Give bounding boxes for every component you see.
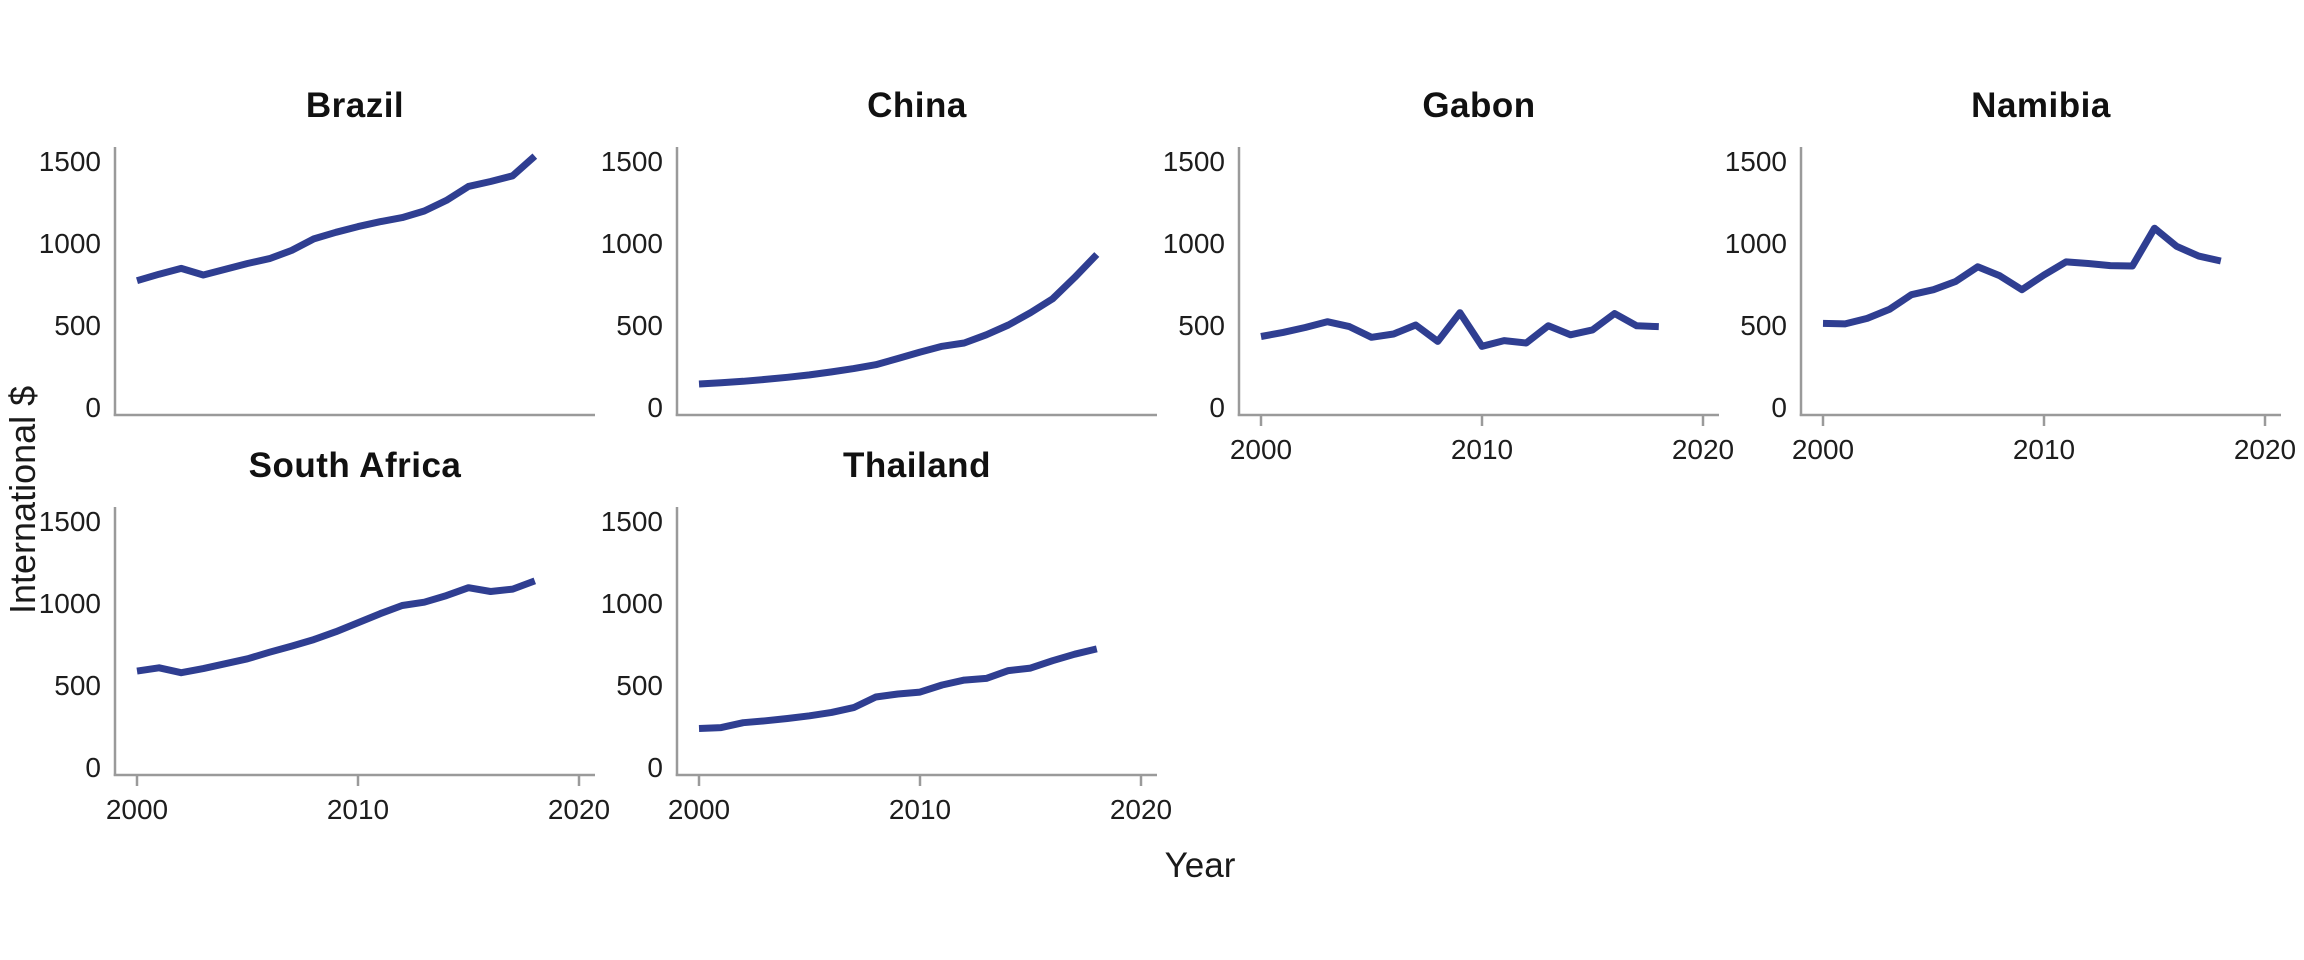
panel-title: Thailand	[843, 446, 991, 485]
y-tick-label: 0	[647, 752, 663, 783]
y-tick-label: 500	[54, 310, 101, 341]
y-tick-label: 0	[85, 752, 101, 783]
y-tick-label: 1500	[601, 146, 663, 177]
y-tick-label: 1000	[39, 228, 101, 259]
series-line-gabon	[1260, 309, 1659, 350]
series-line-namibia	[1822, 224, 2222, 328]
x-tick-label: 2000	[1792, 434, 1854, 465]
y-tick-label: 0	[85, 392, 101, 423]
x-tick-label: 2020	[1672, 434, 1734, 465]
panel-title: Namibia	[1971, 86, 2111, 125]
y-tick-label: 500	[1178, 310, 1225, 341]
y-tick-label: 0	[1209, 392, 1225, 423]
y-tick-label: 1500	[39, 146, 101, 177]
x-tick-label: 2020	[2234, 434, 2296, 465]
x-tick-label: 2010	[327, 794, 389, 825]
x-tick-label: 2000	[668, 794, 730, 825]
series-line-thailand	[698, 645, 1098, 732]
series-line-brazil	[136, 153, 538, 285]
y-tick-label: 1000	[39, 588, 101, 619]
series-line-south-africa	[136, 577, 537, 677]
panel-thailand: Thailand 0 500 1000 1500 2000 2010 2020	[587, 430, 1172, 825]
x-tick-label: 2010	[1451, 434, 1513, 465]
panel-plot: 0 500 1000 1500 2000 2010 2020	[1163, 146, 1734, 465]
y-tick-label: 1000	[601, 588, 663, 619]
y-tick-label: 1500	[39, 506, 101, 537]
panel-plot: 0 500 1000 1500 2000 2010 2020	[1725, 146, 2296, 465]
x-tick-label: 2020	[1110, 794, 1172, 825]
x-tick-label: 2010	[889, 794, 951, 825]
panel-china: China 0 500 1000 1500	[587, 70, 1157, 465]
x-tick-label: 2000	[106, 794, 168, 825]
panel-title: South Africa	[248, 446, 462, 485]
panel-namibia: Namibia 0 500 1000 1500 2000 2010 2020	[1711, 70, 2296, 465]
panel-plot: 0 500 1000 1500 2000 2010 2020	[601, 506, 1172, 825]
y-tick-label: 500	[54, 670, 101, 701]
x-tick-label: 2020	[548, 794, 610, 825]
y-tick-label: 1500	[601, 506, 663, 537]
y-tick-label: 1500	[1163, 146, 1225, 177]
x-tick-label: 2000	[1230, 434, 1292, 465]
panel-title: China	[867, 86, 967, 125]
y-tick-label: 500	[616, 310, 663, 341]
panel-gabon: Gabon 0 500 1000 1500 2000 2010 2020	[1149, 70, 1734, 465]
panel-south-africa: South Africa 0 500 1000 1500 2000 2010 2020	[25, 430, 610, 825]
y-tick-label: 1500	[1725, 146, 1787, 177]
panel-plot: 0 500 1000 1500	[601, 146, 1157, 423]
y-tick-label: 500	[1740, 310, 1787, 341]
y-tick-label: 0	[1771, 392, 1787, 423]
y-tick-label: 1000	[601, 228, 663, 259]
panel-brazil: Brazil 0 500 1000 1500	[25, 70, 595, 465]
y-tick-label: 1000	[1163, 228, 1225, 259]
series-line-china	[698, 252, 1100, 388]
panel-title: Gabon	[1422, 86, 1536, 125]
y-tick-label: 0	[647, 392, 663, 423]
panel-plot: 0 500 1000 1500	[39, 146, 595, 423]
panel-title: Brazil	[305, 86, 405, 125]
y-tick-label: 1000	[1725, 228, 1787, 259]
x-tick-label: 2010	[2013, 434, 2075, 465]
x-axis-label: Year	[1164, 846, 1236, 885]
panel-plot: 0 500 1000 1500 2000 2010 2020	[39, 506, 610, 825]
y-tick-label: 500	[616, 670, 663, 701]
